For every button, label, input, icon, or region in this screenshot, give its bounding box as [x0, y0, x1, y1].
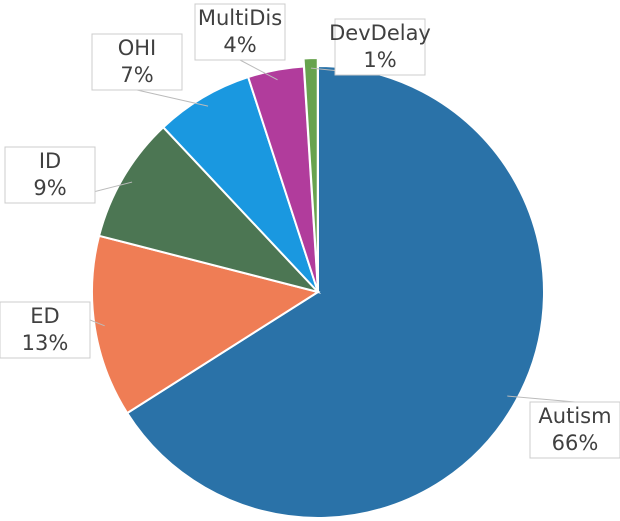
slice-label: Autism	[538, 404, 611, 428]
label-box	[194, 3, 286, 61]
label-box	[334, 18, 426, 76]
value-label: 7%	[120, 63, 153, 87]
slice-label: MultiDis	[198, 6, 282, 30]
label-box	[91, 33, 183, 91]
leader-line	[507, 395, 576, 403]
pie-slice	[125, 64, 545, 519]
value-label: 66%	[552, 431, 599, 455]
pie-slice	[97, 125, 322, 294]
value-label: 4%	[223, 33, 256, 57]
slice-label: ID	[39, 149, 61, 173]
pie-slice	[91, 234, 321, 415]
label-box	[0, 301, 91, 359]
slice-label: DevDelay	[329, 21, 431, 45]
value-label: 9%	[33, 176, 66, 200]
label-box	[4, 146, 96, 204]
value-label: 1%	[363, 48, 396, 72]
label-box	[529, 401, 620, 459]
pie-slice	[302, 57, 319, 285]
slice-label: ED	[30, 304, 59, 328]
leader-line	[136, 89, 209, 107]
value-label: 13%	[22, 331, 69, 355]
slice-label: OHI	[118, 36, 157, 60]
leader-line	[239, 59, 278, 81]
